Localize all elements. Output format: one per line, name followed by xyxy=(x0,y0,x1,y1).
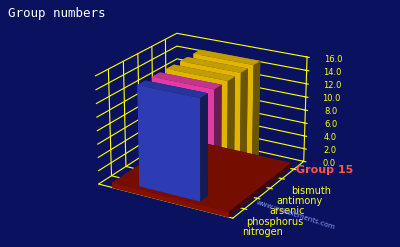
Text: www.webelements.com: www.webelements.com xyxy=(256,199,336,231)
Text: Group numbers: Group numbers xyxy=(8,7,106,21)
